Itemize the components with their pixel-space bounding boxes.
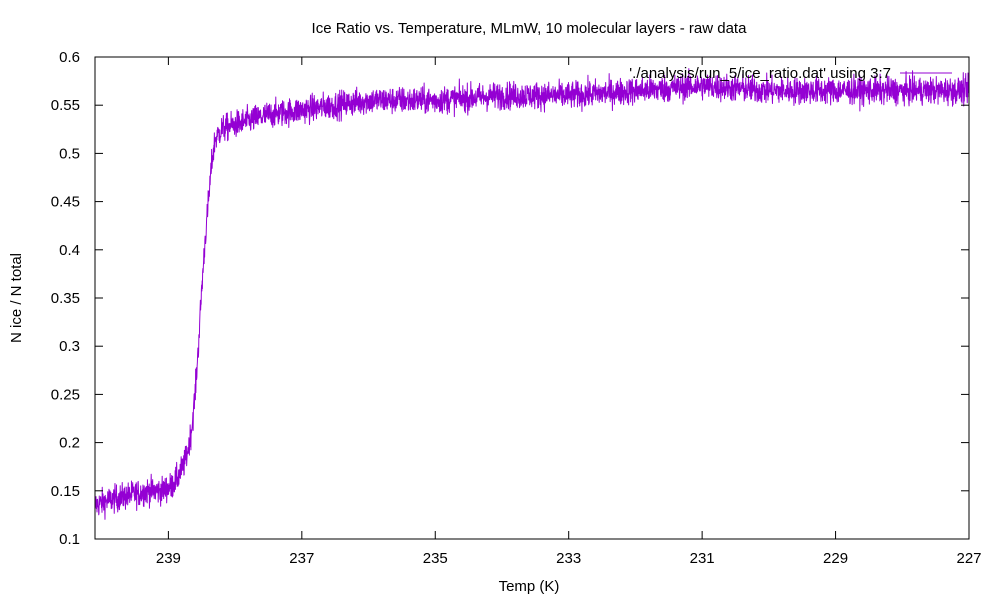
x-tick-label: 231 xyxy=(690,550,715,567)
series-layer xyxy=(94,68,970,520)
chart-title: Ice Ratio vs. Temperature, MLmW, 10 mole… xyxy=(312,20,748,37)
y-axis-ticks: 0.1 0.15 0.2 0.25 0.3 0.35 0.4 0.45 0.5 0.55 0.6 xyxy=(51,49,969,548)
y-tick-label: 0.4 xyxy=(59,242,80,259)
y-tick-label: 0.6 xyxy=(59,49,80,66)
x-tick-label: 235 xyxy=(423,550,448,567)
legend: './analysis/run_5/ice_ratio.dat' using 3… xyxy=(629,65,952,82)
plot-frame xyxy=(94,56,970,540)
x-tick-label: 229 xyxy=(823,550,848,567)
y-tick-label: 0.5 xyxy=(59,145,80,162)
x-tick-label: 239 xyxy=(156,550,181,567)
y-tick-label: 0.15 xyxy=(51,483,80,500)
legend-entry-label: './analysis/run_5/ice_ratio.dat' using 3… xyxy=(629,65,891,82)
y-tick-label: 0.25 xyxy=(51,386,80,403)
y-tick-label: 0.45 xyxy=(51,194,80,211)
x-tick-label: 233 xyxy=(556,550,581,567)
x-tick-label: 237 xyxy=(289,550,314,567)
y-tick-label: 0.1 xyxy=(59,531,80,548)
x-axis-ticks: 239 237 235 233 231 229 227 xyxy=(156,57,982,567)
y-tick-label: 0.2 xyxy=(59,435,80,452)
series-line xyxy=(94,68,970,520)
x-axis-label: Temp (K) xyxy=(499,578,560,595)
y-tick-label: 0.3 xyxy=(59,338,80,355)
x-tick-label: 227 xyxy=(956,550,981,567)
y-axis-label: N ice / N total xyxy=(8,253,25,343)
y-tick-label: 0.35 xyxy=(51,290,80,307)
y-tick-label: 0.55 xyxy=(51,97,80,114)
